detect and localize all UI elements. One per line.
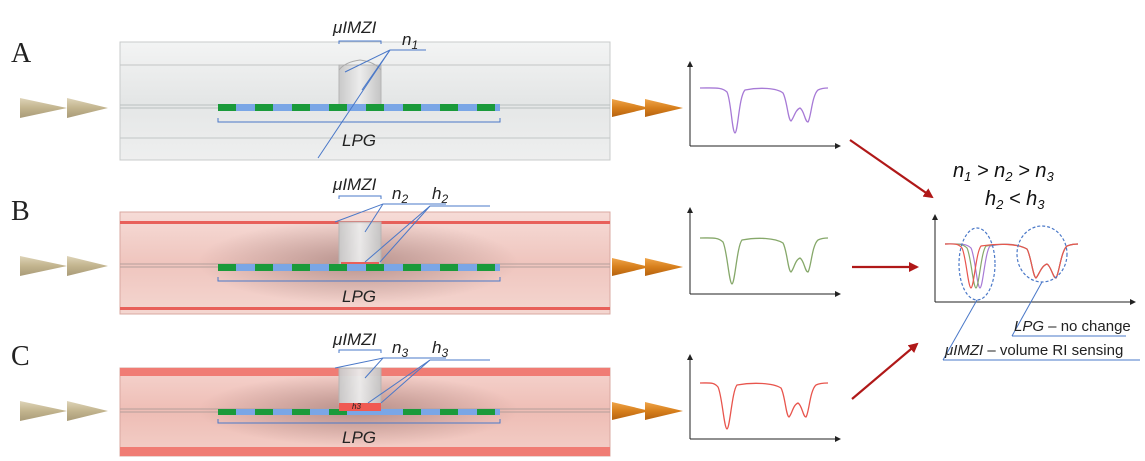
cond-n1-sub: 1	[964, 169, 972, 184]
n-subscript-c: 3	[401, 346, 409, 360]
cond-hop: <	[1003, 188, 1027, 210]
grating-a	[218, 104, 500, 111]
condition-n-line: n1 > n2 > n3	[953, 160, 1054, 184]
panel-letter-a: A	[11, 38, 32, 69]
n-leader-a1	[344, 49, 391, 73]
n-symbol-c: n	[392, 338, 402, 357]
condition-h-line: h2 < h3	[985, 188, 1045, 212]
spectrum-b-curve	[699, 237, 829, 285]
imzi-note: μIMZI – volume RI sensing	[945, 342, 1123, 359]
panel-b-fiber	[119, 195, 611, 315]
input-arrow-a	[20, 98, 108, 118]
h-leader-c1	[367, 359, 431, 404]
cond-n1: n	[953, 160, 965, 182]
lpg-region-ellipse	[1016, 225, 1068, 283]
cond-n2: n	[994, 160, 1006, 182]
imzi-coating-b	[341, 262, 379, 265]
spectrum-c-curve	[699, 382, 829, 430]
lpg-label-a: LPG	[342, 131, 377, 150]
output-arrow-a	[612, 99, 683, 117]
h-leader-b1	[364, 205, 431, 263]
cond-op2: >	[1012, 160, 1036, 182]
n-leader-a3	[317, 49, 391, 159]
lpg-note-text: – no change	[1044, 318, 1131, 335]
imzi-region-ellipse	[958, 227, 996, 301]
n-label-c: n3	[392, 338, 408, 360]
imzi-note-label: μIMZI	[945, 342, 984, 359]
coating-edge-b-bottom	[120, 307, 610, 310]
cond-op1: >	[971, 160, 995, 182]
panel-letter-b: B	[11, 196, 30, 227]
n-leader-c1	[334, 357, 384, 369]
cond-h2-sub: 2	[996, 197, 1004, 212]
h-leader-b2	[379, 205, 431, 263]
n-subscript-b: 2	[401, 192, 409, 206]
lpg-note: LPG – no change	[1014, 318, 1131, 335]
panel-c-fiber	[119, 349, 611, 457]
spectrum-b	[687, 207, 841, 297]
cond-h3-sub: 3	[1037, 197, 1045, 212]
imzi-bracket-a	[338, 40, 382, 44]
grating-b	[218, 264, 500, 271]
imzi-cavity-b	[338, 221, 382, 267]
grating-c	[218, 403, 500, 415]
spectrum-a	[687, 61, 841, 149]
h3-inline-label: h3	[352, 402, 361, 411]
lpg-bracket-c	[217, 419, 501, 424]
input-arrow-c	[20, 401, 108, 421]
output-arrow-b	[612, 258, 683, 276]
cond-n2-sub: 2	[1005, 169, 1013, 184]
spectrum-c	[687, 354, 841, 442]
h-subscript-b: 2	[441, 192, 449, 206]
imzi-label-b: μIMZI	[333, 175, 377, 194]
n-leader-c2	[364, 357, 384, 379]
cond-h2: h	[985, 188, 997, 210]
lpg-note-leader	[1011, 281, 1043, 337]
combined-spectrum	[932, 214, 1140, 361]
n-label-a: n1	[402, 30, 418, 52]
n-subscript-a: 1	[411, 38, 419, 52]
combined-curve-a	[944, 243, 1079, 289]
cond-n3-sub: 3	[1046, 169, 1054, 184]
lpg-bracket-b	[217, 277, 501, 282]
imzi-cavity-a-lip	[338, 59, 382, 71]
cond-h3: h	[1026, 188, 1038, 210]
h-symbol-b: h	[432, 184, 442, 203]
h-label-c: h3	[432, 338, 448, 360]
imzi-label-c: μIMZI	[333, 330, 377, 349]
output-arrow-c	[612, 402, 683, 420]
n-leader-b2	[364, 203, 384, 233]
imzi-label-a: μIMZI	[333, 18, 377, 37]
h-leader-c2	[380, 359, 431, 404]
red-arrow-c	[851, 342, 919, 400]
lpg-bracket-a	[217, 118, 501, 123]
h-symbol-c: h	[432, 338, 442, 357]
n-leader-b1	[334, 203, 384, 223]
imzi-bracket-c	[338, 349, 382, 353]
n-symbol-a: n	[402, 30, 412, 49]
spectrum-a-curve	[699, 87, 829, 134]
combined-curve-b	[944, 243, 1079, 289]
n-label-b: n2	[392, 184, 408, 206]
cond-n3: n	[1035, 160, 1047, 182]
h-label-b: h2	[432, 184, 448, 206]
input-arrow-b	[20, 256, 108, 276]
lpg-label-b: LPG	[342, 287, 377, 306]
h-subscript-c: 3	[441, 346, 449, 360]
imzi-note-text: – volume RI sensing	[983, 342, 1124, 359]
combined-curve-c	[944, 243, 1079, 289]
coating-edge-c-bottom	[120, 447, 610, 456]
imzi-bracket-b	[338, 195, 382, 199]
imzi-note-leader	[942, 299, 978, 361]
panel-a-fiber	[119, 40, 611, 161]
lpg-label-c: LPG	[342, 428, 377, 447]
lpg-note-label: LPG	[1014, 318, 1045, 335]
panel-letter-c: C	[11, 341, 30, 372]
n-symbol-b: n	[392, 184, 402, 203]
red-arrow-a	[849, 139, 934, 199]
